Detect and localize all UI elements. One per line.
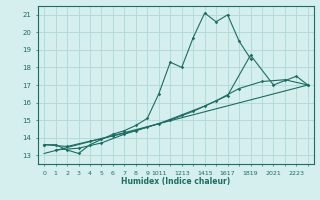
X-axis label: Humidex (Indice chaleur): Humidex (Indice chaleur) — [121, 177, 231, 186]
